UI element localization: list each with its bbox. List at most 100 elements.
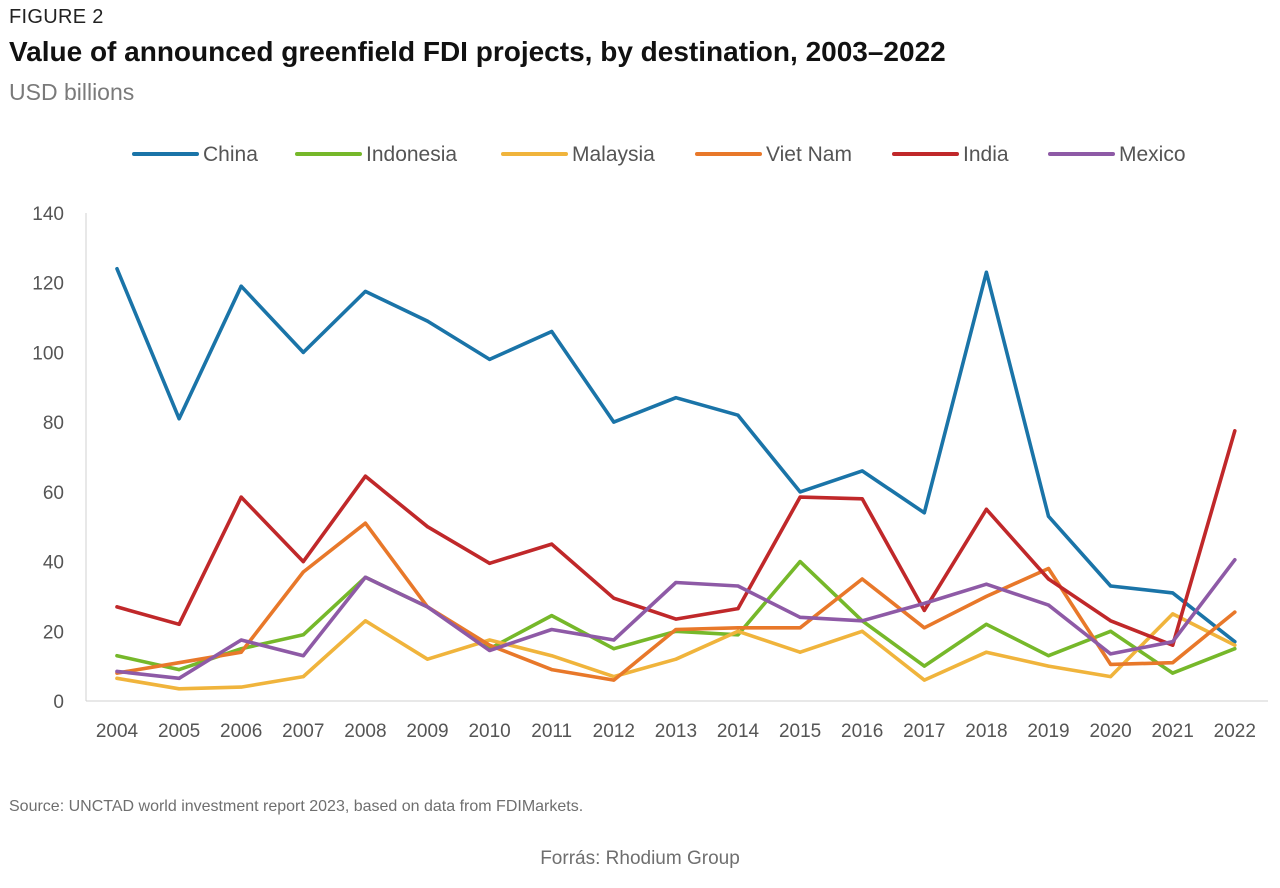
data-point-india bbox=[922, 608, 926, 612]
data-point-india bbox=[1046, 577, 1051, 581]
figure-label: FIGURE 2 bbox=[9, 6, 104, 28]
data-point-mexico bbox=[239, 638, 243, 642]
data-point-viet-nam bbox=[798, 626, 802, 630]
data-point-mexico bbox=[798, 615, 802, 619]
data-point-india bbox=[612, 596, 616, 600]
data-point-malaysia bbox=[736, 629, 740, 633]
x-tick-label: 2013 bbox=[655, 721, 697, 742]
data-point-mexico bbox=[1046, 603, 1051, 607]
data-point-malaysia bbox=[984, 650, 989, 654]
data-point-viet-nam bbox=[1171, 661, 1175, 665]
data-point-viet-nam bbox=[922, 626, 926, 630]
data-point-indonesia bbox=[736, 633, 740, 637]
data-point-mexico bbox=[177, 676, 181, 680]
data-point-india bbox=[425, 525, 430, 529]
data-point-viet-nam bbox=[1233, 610, 1237, 614]
x-tick-label: 2006 bbox=[220, 721, 262, 742]
data-point-viet-nam bbox=[860, 577, 864, 581]
x-tick-label: 2016 bbox=[841, 721, 883, 742]
data-point-malaysia bbox=[115, 676, 119, 680]
x-tick-label: 2017 bbox=[903, 721, 945, 742]
data-point-india bbox=[1109, 619, 1113, 623]
data-point-mexico bbox=[984, 582, 989, 586]
data-point-malaysia bbox=[177, 687, 181, 691]
data-point-china bbox=[922, 511, 926, 515]
data-point-malaysia bbox=[1046, 664, 1051, 668]
series-china bbox=[115, 266, 1237, 644]
data-point-malaysia bbox=[798, 650, 802, 654]
data-point-india bbox=[488, 561, 492, 565]
data-point-mexico bbox=[922, 601, 926, 606]
x-tick-label: 2018 bbox=[965, 721, 1007, 742]
data-point-china bbox=[488, 357, 492, 361]
data-point-indonesia bbox=[1046, 654, 1051, 658]
x-tick-label: 2022 bbox=[1214, 721, 1256, 742]
data-point-india bbox=[550, 542, 554, 546]
data-point-china bbox=[177, 417, 181, 421]
data-point-china bbox=[1046, 514, 1051, 518]
data-point-mexico bbox=[550, 627, 554, 632]
data-point-viet-nam bbox=[550, 668, 554, 672]
legend-label: India bbox=[963, 143, 1009, 166]
data-point-malaysia bbox=[922, 678, 926, 682]
data-point-viet-nam bbox=[674, 627, 678, 632]
data-point-mexico bbox=[674, 580, 678, 585]
y-tick-label: 80 bbox=[43, 413, 64, 434]
series-mexico bbox=[115, 557, 1237, 681]
source-note: Source: UNCTAD world investment report 2… bbox=[9, 798, 584, 815]
data-point-china bbox=[736, 413, 740, 417]
data-point-indonesia bbox=[1233, 647, 1237, 651]
data-point-mexico bbox=[612, 638, 616, 642]
data-point-china bbox=[984, 270, 989, 274]
data-point-india bbox=[177, 622, 181, 626]
data-point-viet-nam bbox=[239, 650, 243, 654]
data-point-indonesia bbox=[1171, 671, 1175, 675]
legend-label: China bbox=[203, 143, 258, 166]
y-tick-label: 140 bbox=[32, 204, 64, 225]
chart-legend: China Indonesia Malaysia Viet Nam India Mexic… bbox=[132, 143, 1186, 166]
x-tick-label: 2014 bbox=[717, 721, 760, 742]
series-india bbox=[115, 429, 1237, 648]
series-line-china bbox=[115, 266, 1237, 644]
data-point-indonesia bbox=[984, 622, 989, 626]
data-point-india bbox=[984, 507, 989, 511]
data-point-china bbox=[674, 396, 678, 400]
data-point-india bbox=[860, 497, 864, 501]
legend-item-mexico: Mexico bbox=[1048, 143, 1186, 166]
data-point-viet-nam bbox=[612, 678, 616, 682]
x-tick-label: 2011 bbox=[531, 721, 572, 742]
data-point-indonesia bbox=[115, 654, 119, 658]
data-point-india bbox=[301, 559, 305, 564]
data-point-china bbox=[239, 284, 243, 288]
data-point-indonesia bbox=[798, 559, 802, 564]
data-point-india bbox=[239, 495, 243, 499]
data-point-indonesia bbox=[177, 668, 181, 672]
y-tick-label: 120 bbox=[32, 274, 64, 295]
data-point-indonesia bbox=[301, 633, 305, 637]
chart-subtitle: USD billions bbox=[9, 79, 135, 105]
data-point-viet-nam bbox=[736, 626, 740, 630]
data-point-malaysia bbox=[1171, 612, 1175, 616]
series-malaysia bbox=[115, 612, 1237, 691]
y-tick-label: 100 bbox=[32, 343, 64, 364]
data-point-mexico bbox=[1109, 652, 1113, 656]
x-tick-label: 2007 bbox=[282, 721, 324, 742]
data-point-india bbox=[115, 605, 119, 609]
series-line-viet-nam bbox=[115, 521, 1237, 682]
legend-item-india: India bbox=[892, 143, 1009, 166]
data-point-malaysia bbox=[425, 657, 430, 661]
data-point-india bbox=[1233, 429, 1237, 433]
data-point-mexico bbox=[115, 669, 119, 673]
data-point-malaysia bbox=[488, 638, 492, 642]
x-tick-label: 2020 bbox=[1089, 721, 1131, 742]
data-point-malaysia bbox=[363, 619, 367, 623]
legend-item-indonesia: Indonesia bbox=[295, 143, 457, 166]
data-point-malaysia bbox=[860, 629, 864, 633]
data-point-viet-nam bbox=[301, 570, 305, 574]
data-point-china bbox=[301, 350, 305, 355]
legend-label: Indonesia bbox=[366, 143, 457, 166]
data-point-viet-nam bbox=[1046, 566, 1051, 571]
data-point-china bbox=[1171, 591, 1175, 595]
x-tick-label: 2005 bbox=[158, 721, 200, 742]
y-tick-label: 40 bbox=[43, 553, 64, 574]
